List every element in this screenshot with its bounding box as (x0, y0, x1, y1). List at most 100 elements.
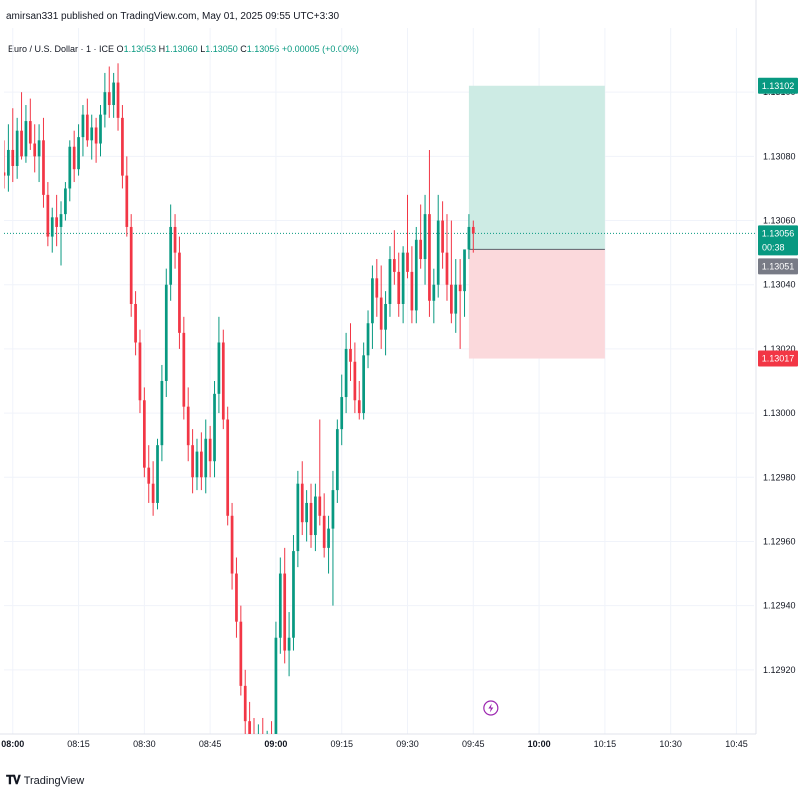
candle-body (156, 445, 159, 503)
candle-body (90, 127, 94, 141)
x-tick-label: 10:15 (594, 739, 617, 749)
candle-body (46, 194, 50, 237)
candle-body (55, 217, 58, 227)
candle-body (217, 342, 221, 394)
candle-body (428, 214, 431, 301)
candle-body (37, 140, 41, 157)
candle-body (384, 303, 387, 330)
candle-body (410, 271, 414, 311)
candle-body (397, 271, 401, 304)
candle-body (287, 637, 291, 651)
candle-body (314, 496, 317, 536)
candle-body (99, 114, 102, 144)
y-tick-label: 1.12920 (763, 665, 796, 675)
candle-body (235, 573, 238, 622)
candle-body (169, 226, 173, 285)
candle-body (121, 117, 124, 176)
candle-body (208, 438, 212, 462)
y-tick-label: 1.13060 (763, 216, 796, 226)
candle-body (388, 259, 392, 304)
candle-body (371, 278, 374, 324)
candle-body (353, 361, 357, 401)
stop-price-badge-bg (758, 350, 798, 367)
candle-body (423, 214, 427, 260)
candle-body (116, 82, 120, 118)
candle-body (226, 419, 230, 516)
high-label: H (158, 44, 166, 54)
candle-body (357, 400, 361, 414)
y-tick-label: 1.12960 (763, 536, 796, 546)
stop-price-badge-label: 1.13017 (762, 354, 795, 364)
candle-body (142, 400, 146, 468)
candle-body (318, 496, 322, 516)
x-tick-label: 08:00 (1, 739, 24, 749)
x-tick-label: 09:15 (330, 739, 353, 749)
candle-body (85, 114, 89, 141)
candle-body (248, 721, 251, 734)
target-price-badge-label: 1.13102 (762, 81, 795, 91)
candle-body (81, 114, 85, 138)
candle-body (164, 284, 168, 381)
candle-body (191, 445, 194, 478)
candle-body (77, 137, 80, 170)
candle-body (296, 483, 300, 552)
candle-body (454, 284, 458, 314)
y-tick-label: 1.12940 (763, 601, 796, 611)
y-tick-label: 1.13040 (763, 280, 796, 290)
high-value: 1.13060 (165, 44, 198, 54)
y-tick-label: 1.13020 (763, 344, 796, 354)
candle-body (450, 284, 453, 314)
candle-body (344, 348, 348, 398)
candle-body (182, 332, 186, 407)
candle-body (419, 239, 423, 260)
candle-body (11, 149, 15, 166)
entry-price-badge-bg (758, 258, 798, 275)
candle-body (392, 259, 396, 272)
candle-body (230, 515, 234, 574)
candle-body (195, 451, 199, 478)
x-tick-label: 08:15 (67, 739, 90, 749)
candle-body (305, 502, 308, 523)
x-tick-label: 10:00 (528, 739, 551, 749)
ohlc-legend: Euro / U.S. Dollar · 1 · ICE O1.13053 H1… (8, 44, 359, 54)
x-tick-label: 10:30 (659, 739, 682, 749)
candle-body (33, 143, 37, 157)
candle-body (160, 381, 164, 446)
candle-body (406, 252, 409, 272)
loss-zone (468, 249, 605, 359)
candle-body (72, 146, 76, 170)
candle-body (186, 406, 190, 446)
candle-body (64, 188, 67, 215)
candle-body (309, 502, 313, 536)
close-value: 1.13056 (246, 44, 280, 54)
low-value: 1.13050 (205, 44, 238, 54)
candle-body (204, 438, 208, 478)
candle-body (432, 284, 436, 301)
publish-attribution: amirsan331 published on TradingView.com,… (6, 11, 340, 22)
x-tick-label: 09:30 (396, 739, 419, 749)
open-label: O (116, 44, 124, 54)
candle-body (278, 573, 282, 638)
candle-body (283, 573, 287, 651)
candle-body (59, 214, 63, 227)
candle-body (257, 734, 260, 740)
profit-zone (468, 85, 605, 250)
candle-body (213, 393, 216, 462)
candle-body (335, 429, 339, 491)
candle-body (467, 226, 471, 250)
candle-body (125, 175, 129, 227)
change-value: +0.00005 (+0.00%) (281, 44, 359, 54)
candle-body (375, 278, 379, 298)
open-value: 1.13053 (123, 44, 157, 54)
symbol-label[interactable]: Euro / U.S. Dollar · 1 · ICE (8, 44, 115, 54)
candle-body (94, 127, 98, 144)
candle-body (441, 220, 444, 253)
brand-label: TradingView (23, 774, 85, 787)
candle-body (458, 284, 462, 292)
candle-body (239, 621, 243, 686)
candle-body (414, 239, 418, 311)
x-tick-label: 10:45 (725, 739, 748, 749)
candle-body (340, 397, 344, 430)
candle-body (362, 355, 366, 414)
